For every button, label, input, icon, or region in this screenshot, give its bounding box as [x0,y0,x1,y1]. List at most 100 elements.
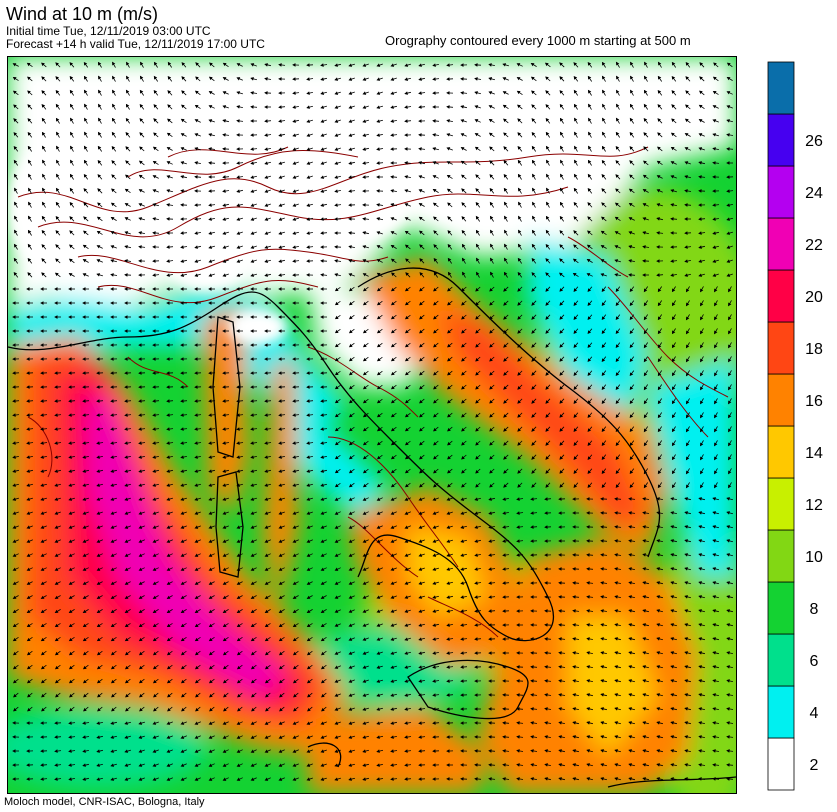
wind-arrow-head [600,230,605,235]
wind-arrow-head [83,61,88,66]
wind-arrow-head [573,62,578,66]
wind-arrow-head [208,329,212,333]
wind-arrow-head [208,441,212,445]
wind-arrow-head [181,76,185,80]
wind-arrow-head [390,441,395,446]
wind-arrow-head [54,427,58,431]
wind-arrow-head [504,215,508,220]
wind-arrow-head [110,399,114,403]
wind-arrow-head [110,202,115,207]
wind-arrow-head [69,187,74,192]
wind-arrow-head [306,413,310,417]
wind-arrow-head [292,119,296,123]
wind-arrow-head [684,245,688,249]
wind-arrow-head [643,470,648,475]
wind-arrow-head [531,470,535,474]
wind-arrow-head [489,330,493,334]
wind-arrow-head [657,358,662,363]
wind-arrow-head [111,174,115,178]
wind-arrow-head [714,414,718,419]
wind-arrow-head [222,343,226,347]
wind-arrow-head [404,469,409,474]
wind-arrow-head [699,76,703,80]
wind-arrow-head [700,330,704,335]
wind-arrow-head [447,243,452,248]
wind-arrow-head [110,343,114,347]
wind-arrow-head [657,330,662,335]
wind-arrow-head [152,385,156,389]
wind-arrow-head [26,301,30,305]
wind-arrow-head [194,104,199,109]
wind-arrow-head [488,77,493,81]
wind-arrow-head [82,441,86,445]
wind-arrow-head [40,315,44,319]
wind-arrow-head [334,371,339,376]
wind-arrow-head [404,427,409,432]
wind-arrow-head [531,386,535,390]
wind-arrow-head [460,147,465,151]
wind-arrow-head [27,243,32,248]
wind-arrow-head [712,76,717,81]
wind-arrow-head [334,203,338,207]
wind-arrow-head [670,175,675,179]
wind-arrow-head [698,147,703,151]
wind-arrow-head [587,372,592,376]
wind-arrow-head [418,91,422,95]
wind-arrow-head [292,91,296,95]
wind-arrow-head [264,301,268,305]
wind-arrow-head [475,357,479,362]
wind-arrow-head [476,257,480,262]
wind-arrow-head [376,301,381,306]
wind-arrow-head [404,413,409,418]
wind-arrow-head [587,159,592,164]
wind-arrow-head [334,343,339,348]
wind-arrow-head [446,188,451,193]
wind-arrow-head [460,105,464,109]
wind-arrow-head [264,63,268,67]
wind-arrow-head [446,77,450,81]
wind-arrow-head [222,427,226,431]
wind-arrow-head [362,399,367,404]
wind-arrow-head [489,470,493,474]
wind-arrow-head [461,455,465,460]
wind-arrow-head [96,483,100,487]
wind-arrow-head [264,371,268,375]
wind-arrow-head [82,371,86,375]
wind-arrow-head [139,75,144,80]
wind-arrow-head [222,385,226,389]
wind-arrow-head [278,427,282,431]
wind-arrow-head [236,63,241,67]
wind-arrow-head [278,357,282,361]
wind-arrow-head [14,201,18,206]
wind-arrow-head [40,399,44,403]
wind-arrow-head [587,400,592,404]
wind-arrow-head [306,203,311,207]
wind-arrow-head [474,77,478,81]
wind-arrow-head [545,372,549,376]
wind-arrow-head [390,315,395,320]
wind-arrow-head [40,455,44,459]
wind-arrow-head [516,90,521,95]
wind-arrow-head [236,441,240,445]
wind-arrow-head [461,329,465,334]
wind-arrow-head [545,414,549,418]
wind-arrow-head [684,231,688,235]
wind-arrow-head [41,201,46,206]
wind-arrow-head [657,386,662,391]
wind-arrow-head [587,288,592,292]
wind-arrow-head [587,216,591,220]
wind-arrow-head [82,343,86,347]
wind-arrow-head [685,302,690,307]
wind-arrow-head [27,118,32,122]
wind-arrow-head [250,175,254,179]
wind-arrow-head [292,273,296,277]
wind-arrow-head [601,400,606,405]
wind-arrow-head [68,399,72,403]
wind-arrow-head [152,413,156,417]
wind-arrow-head [601,344,606,349]
wind-arrow-head [278,231,283,235]
wind-arrow-head [685,104,689,109]
wind-arrow-head [685,442,690,447]
wind-arrow-head [55,201,60,206]
wind-arrow-head [559,244,564,248]
